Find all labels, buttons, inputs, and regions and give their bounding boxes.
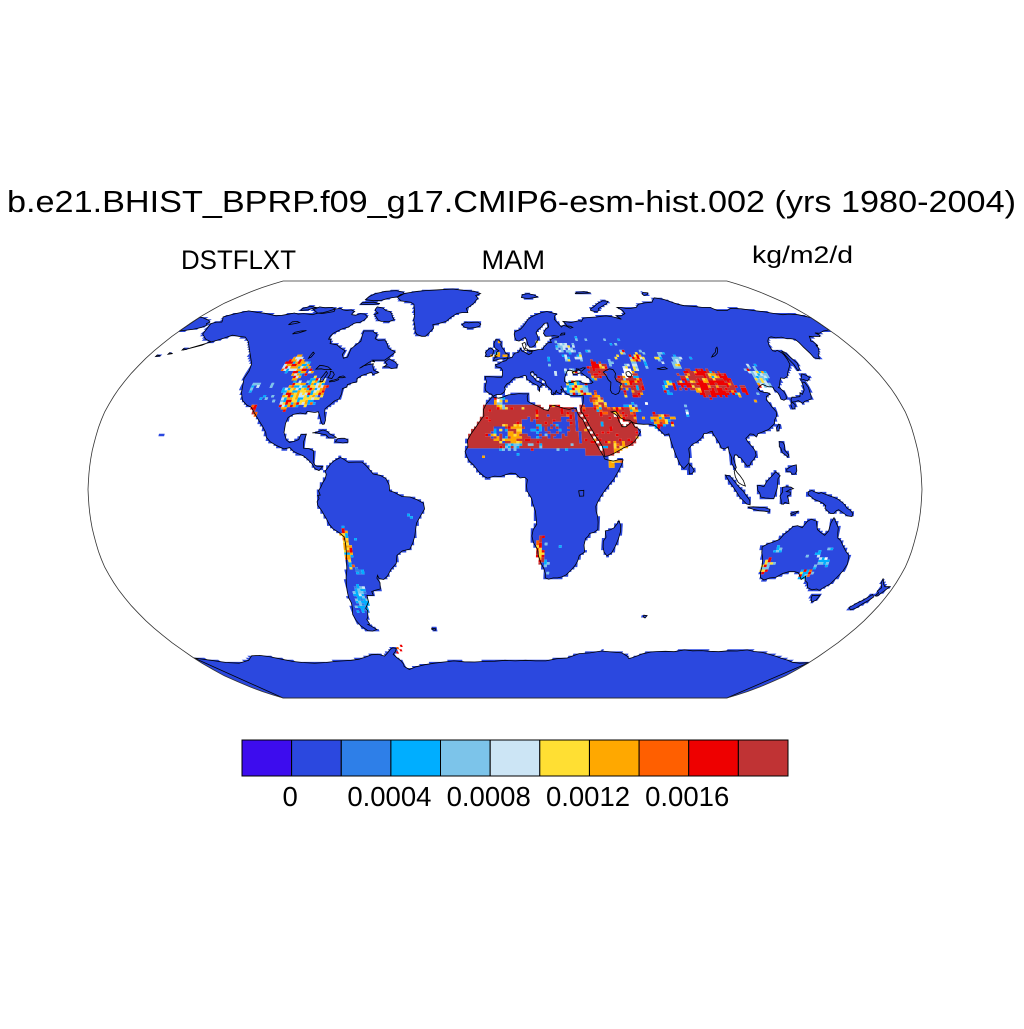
svg-text:0: 0 (282, 781, 297, 812)
svg-text:0.0008: 0.0008 (447, 781, 531, 812)
svg-text:kg/m2/d: kg/m2/d (752, 242, 853, 269)
svg-text:MAM: MAM (482, 245, 546, 275)
svg-text:b.e21.BHIST_BPRP.f09_g17.CMIP6: b.e21.BHIST_BPRP.f09_g17.CMIP6-esm-hist.… (7, 185, 1016, 219)
svg-text:0.0012: 0.0012 (546, 781, 630, 812)
svg-text:DSTFLXT: DSTFLXT (181, 245, 296, 275)
svg-text:0.0016: 0.0016 (645, 781, 729, 812)
svg-text:0.0004: 0.0004 (347, 781, 431, 812)
